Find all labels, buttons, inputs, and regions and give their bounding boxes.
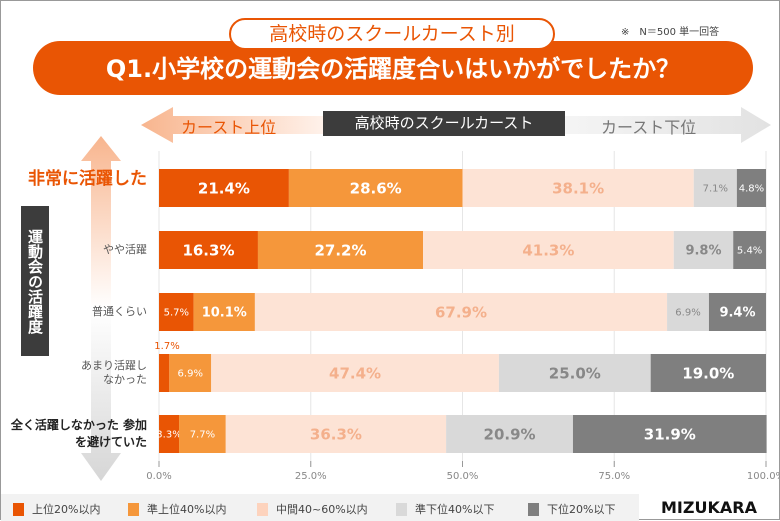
data-label: 38.1% — [552, 179, 604, 197]
data-label: 16.3% — [182, 241, 234, 259]
x-tick-label: 100.0% — [747, 471, 780, 482]
bar-segment — [498, 354, 651, 392]
row-label: やや活躍 — [103, 243, 147, 256]
subtitle: 高校時のスクールカースト別 — [229, 18, 555, 50]
data-label: 27.2% — [314, 241, 366, 259]
bar-segment — [254, 293, 668, 331]
caste-axis-label: 高校時のスクールカースト — [323, 111, 565, 136]
legend-item: 準下位40%以下 — [396, 501, 494, 517]
bar-segment — [572, 415, 767, 453]
bar-segment — [179, 415, 226, 453]
bar-segment — [288, 169, 463, 207]
chart: 0.0% 25.0% 50.0% 75.0% 100.0% 21.4% 28.6% 38.1%… — [146, 151, 780, 482]
bar-segment — [446, 415, 573, 453]
y-axis-title: 運動会の活躍度 — [21, 206, 49, 356]
bar-segment — [225, 415, 447, 453]
bar-segment — [257, 231, 424, 269]
bar-segment — [708, 293, 766, 331]
data-label: 20.9% — [484, 425, 536, 443]
page-title: Q1.小学校の運動会の活躍度合いはいかがでしたか？ — [33, 41, 753, 95]
row-label: 全く活躍しなかった 参加を避けていた — [10, 418, 147, 449]
data-label: 9.4% — [719, 306, 755, 321]
sample-note: ※ N＝500 単一回答 — [621, 27, 720, 38]
data-label: 5.7% — [164, 308, 189, 319]
legend-item: 中間40~60%以内 — [257, 501, 368, 517]
brand-logo: MIZUKARA — [661, 498, 757, 517]
legend-item: 上位20%以内 — [13, 501, 100, 517]
data-label: 3.3% — [156, 430, 181, 441]
bar-segment — [673, 231, 734, 269]
data-label: 28.6% — [350, 179, 402, 197]
bar-segment — [733, 231, 766, 269]
x-tick-label: 50.0% — [447, 471, 479, 482]
data-label: 41.3% — [522, 241, 574, 259]
data-label: 7.7% — [190, 430, 215, 441]
bar-segment — [423, 231, 674, 269]
data-label: 6.9% — [675, 308, 700, 319]
data-label: 21.4% — [198, 179, 250, 197]
bar-segment — [159, 354, 170, 392]
data-label: 31.9% — [644, 425, 696, 443]
bar-segment — [211, 354, 499, 392]
data-label: 19.0% — [682, 364, 734, 382]
bar-segment — [736, 169, 766, 207]
caste-high-label: カースト上位 — [181, 118, 277, 137]
row-label: 普通くらい — [92, 305, 147, 318]
bar-segment — [693, 169, 737, 207]
bar-segment — [667, 293, 709, 331]
bar-segment — [193, 293, 255, 331]
bar-segment — [650, 354, 766, 392]
data-label: 25.0% — [549, 364, 601, 382]
x-tick-label: 75.0% — [598, 471, 630, 482]
data-label: 1.7% — [154, 341, 179, 352]
bar-segment — [159, 415, 180, 453]
caste-low-label: カースト下位 — [601, 118, 697, 137]
data-label: 9.8% — [685, 244, 721, 259]
arrow-right — [561, 107, 771, 143]
row-label: あまり活躍しなかった — [81, 359, 147, 386]
data-label: 7.1% — [703, 184, 728, 195]
data-label: 5.4% — [737, 246, 762, 257]
legend-item: 下位20%以下 — [528, 501, 615, 517]
arrow-vertical — [81, 136, 121, 481]
bar-segment — [462, 169, 694, 207]
data-label: 10.1% — [202, 306, 247, 321]
data-label: 36.3% — [310, 425, 362, 443]
data-label: 4.8% — [739, 184, 764, 195]
data-label: 6.9% — [178, 369, 203, 380]
bar-segment — [169, 354, 212, 392]
legend-item: 準上位40%以内 — [128, 501, 226, 517]
data-label: 67.9% — [435, 303, 487, 321]
data-label: 47.4% — [329, 364, 381, 382]
x-tick-label: 25.0% — [295, 471, 327, 482]
x-tick-label: 0.0% — [146, 471, 171, 482]
bar-segment — [159, 169, 289, 207]
row-label: 非常に活躍した — [28, 169, 147, 189]
arrow-left — [141, 107, 331, 143]
bar-segment — [159, 293, 194, 331]
bar-segment — [159, 231, 258, 269]
